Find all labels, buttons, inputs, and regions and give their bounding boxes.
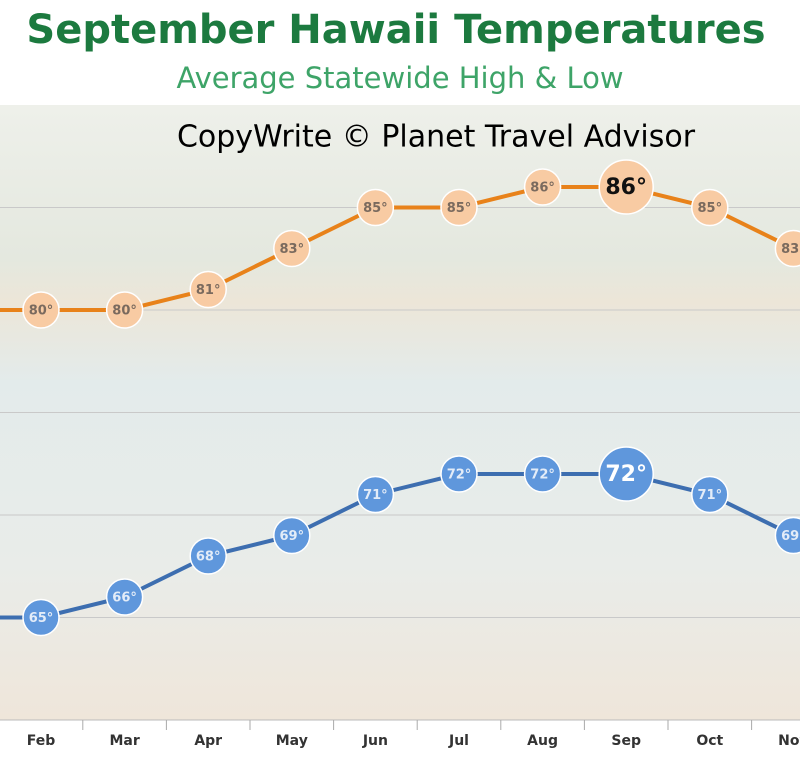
data-label: 71° — [363, 488, 388, 503]
data-label: 85° — [363, 201, 388, 216]
data-point — [691, 188, 729, 227]
data-point — [22, 291, 60, 329]
x-tick-label: Jun — [362, 733, 388, 749]
x-tick-label: Aug — [527, 733, 558, 749]
data-point — [189, 537, 227, 575]
data-point — [273, 516, 311, 555]
data-point — [356, 475, 395, 514]
data-label: 72° — [530, 468, 555, 483]
x-tick-label: Nov — [778, 733, 800, 749]
data-label: 68° — [196, 550, 221, 565]
data-point — [440, 188, 478, 227]
data-point — [598, 446, 654, 502]
x-tick-label: Jul — [448, 733, 469, 749]
data-label: 81° — [196, 283, 221, 298]
data-label: 72° — [605, 462, 647, 487]
data-label: 72° — [447, 468, 472, 483]
x-tick-label: Feb — [27, 733, 56, 749]
data-point — [523, 168, 562, 206]
x-tick-label: Mar — [109, 733, 139, 749]
data-point — [440, 455, 478, 493]
data-point — [774, 516, 800, 555]
data-label: 69° — [781, 529, 800, 544]
data-point — [189, 270, 227, 309]
data-point — [105, 578, 144, 616]
data-point — [356, 188, 395, 227]
data-label: 80° — [112, 304, 137, 319]
data-label: 83° — [280, 242, 305, 257]
x-tick-label: Oct — [696, 733, 723, 749]
data-label: 85° — [447, 201, 472, 216]
data-point — [598, 159, 654, 215]
x-tick-label: Apr — [194, 733, 222, 749]
data-point — [105, 291, 144, 329]
data-point — [273, 229, 311, 268]
data-label: 71° — [698, 488, 723, 503]
data-point — [22, 598, 60, 637]
header — [0, 0, 800, 105]
data-point — [691, 475, 729, 514]
data-label: 85° — [698, 201, 723, 216]
data-point — [774, 229, 800, 268]
x-axis-band — [0, 720, 800, 775]
data-label: 80° — [29, 304, 54, 319]
x-tick-label: May — [276, 733, 308, 749]
x-tick-label: Sep — [611, 733, 641, 749]
data-point — [523, 455, 562, 493]
data-label: 66° — [112, 591, 137, 606]
data-label: 83° — [781, 242, 800, 257]
chart-subtitle: Average Statewide High & Low — [176, 61, 623, 95]
watermark: CopyWrite © Planet Travel Advisor — [177, 120, 696, 155]
data-label: 65° — [29, 611, 54, 626]
chart-title: September Hawaii Temperatures — [26, 7, 765, 53]
data-label: 86° — [530, 181, 555, 196]
data-label: 86° — [605, 175, 647, 200]
data-label: 69° — [280, 529, 305, 544]
